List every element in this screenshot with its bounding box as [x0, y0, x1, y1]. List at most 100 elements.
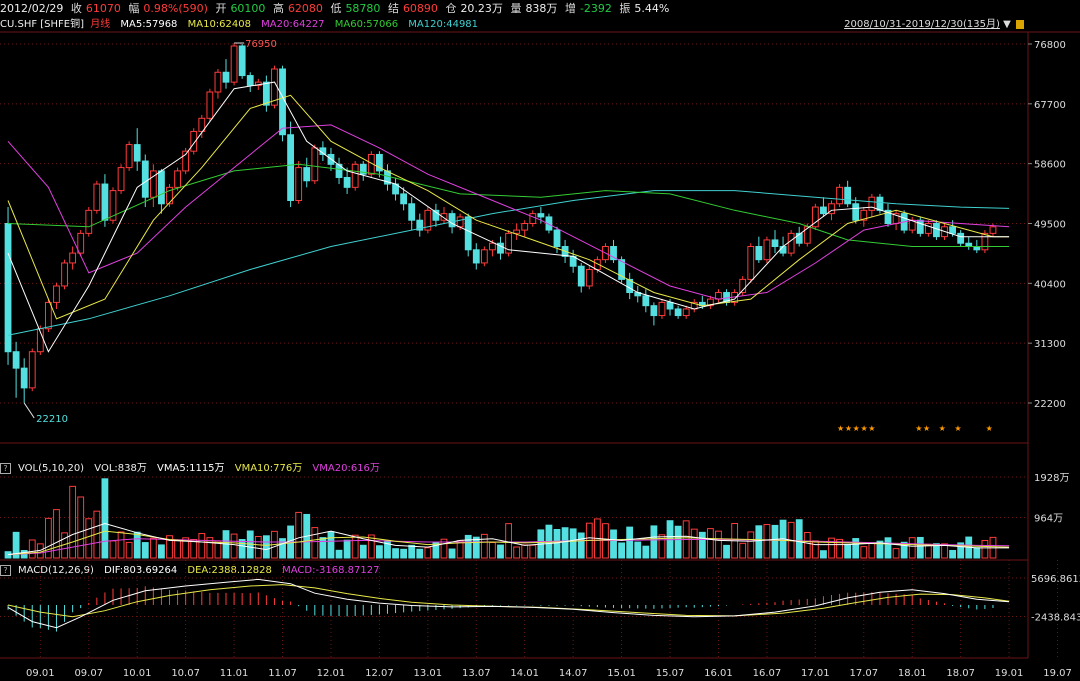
candle-body: [424, 209, 432, 231]
close-value: 61070: [85, 2, 121, 15]
candle-body: [480, 249, 488, 264]
volume-bar: [828, 537, 835, 559]
candle-body: [206, 91, 214, 119]
volume-bar: [375, 545, 383, 559]
volume-bar: [698, 531, 706, 559]
ma60-label: MA60:57066: [334, 19, 399, 30]
candle-body: [787, 232, 795, 254]
volume-legend: ? VOL(5,10,20) VOL:838万 VMA5:1115万 VMA10:…: [0, 461, 387, 476]
candle-body: [448, 213, 456, 228]
time-tick-label: 11.07: [268, 668, 297, 679]
candle-body: [303, 167, 311, 182]
open-value: 60100: [230, 2, 266, 15]
candle-body: [12, 351, 20, 369]
volume-bar: [706, 528, 714, 559]
candle-body: [190, 130, 198, 152]
volume-bar: [836, 538, 843, 559]
candle-body: [311, 147, 319, 182]
volume-bar: [416, 548, 424, 559]
high-value: 62080: [287, 2, 323, 15]
volume-bar: [279, 538, 286, 559]
candle-body: [618, 259, 626, 280]
volume-bar: [489, 542, 496, 559]
volume-bar: [908, 537, 916, 559]
volume-bar: [319, 537, 327, 559]
volume-bar: [763, 524, 771, 559]
candle-body: [844, 186, 852, 205]
volume-bar: [933, 543, 940, 559]
candle-body: [117, 167, 125, 192]
candle-body: [957, 232, 965, 244]
time-tick-label: 17.01: [801, 668, 830, 679]
time-tick-label: 09.01: [26, 668, 55, 679]
candle-body: [505, 232, 512, 254]
candle-body: [149, 170, 157, 198]
volume-bar: [400, 548, 408, 559]
oi-change-label: 增: [564, 2, 576, 15]
candle-body: [53, 285, 60, 303]
ma120-label: MA120:44981: [408, 19, 479, 30]
candle-body: [933, 223, 940, 238]
period-label[interactable]: 月线: [90, 19, 111, 30]
dif-line: [7, 578, 1010, 629]
volume-bar: [12, 531, 20, 559]
candle-body: [174, 170, 181, 188]
candle-body: [828, 203, 835, 215]
macd-series: [7, 578, 1010, 632]
volume-bar: [690, 528, 698, 559]
macd-value-label: MACD:-3168.87127: [282, 565, 380, 576]
dropdown-arrow-icon[interactable]: ▼: [1003, 19, 1011, 30]
time-tick-label: 17.07: [849, 668, 878, 679]
volume-bar: [916, 536, 924, 559]
volume-bar: [949, 549, 957, 559]
candle-body: [230, 45, 238, 83]
time-tick-label: 16.07: [753, 668, 782, 679]
volume-bar: [295, 511, 303, 559]
candle-body: [537, 213, 545, 218]
candle-body: [763, 239, 771, 261]
candle-body: [497, 242, 504, 254]
oi-change-value: -2392: [579, 2, 612, 15]
settle-value: 60890: [402, 2, 438, 15]
candle-body: [529, 213, 537, 224]
vol-current: VOL:838万: [94, 463, 147, 474]
time-tick-label: 19.01: [995, 668, 1024, 679]
volume-bar: [852, 538, 860, 559]
lock-icon[interactable]: [1016, 19, 1024, 29]
min-pointer: [23, 402, 35, 419]
candle-body: [868, 196, 876, 211]
candle-body: [545, 216, 553, 231]
volume-bar: [553, 529, 561, 559]
candle-body: [20, 367, 28, 389]
candle-body: [400, 193, 408, 205]
time-tick-label: 09.07: [74, 668, 103, 679]
volume-bar: [327, 531, 335, 559]
volume-bar: [149, 537, 157, 559]
candle-body: [214, 71, 222, 93]
vma5-label: VMA5:1115万: [157, 463, 225, 474]
candle-body: [279, 68, 286, 136]
volume-bar: [610, 529, 617, 559]
candle-body: [432, 209, 440, 221]
date-range-selector[interactable]: 2008/10/31-2019/12/30(135月) ▼: [844, 17, 1024, 32]
price-tick-label: 76800: [1034, 40, 1066, 51]
help-icon[interactable]: ?: [0, 462, 11, 474]
candle-body: [109, 190, 117, 221]
candle-body: [610, 246, 617, 261]
time-tick-label: 15.07: [656, 668, 685, 679]
help-icon[interactable]: ?: [0, 564, 11, 576]
volume-bar: [53, 509, 60, 559]
volume-bar: [626, 526, 634, 559]
volume-bar: [117, 531, 125, 559]
change-value: 0.98%(590): [143, 2, 208, 15]
date-range-text[interactable]: 2008/10/31-2019/12/30(135月): [844, 19, 1000, 30]
candle-body: [85, 209, 93, 234]
candle-body: [166, 186, 173, 205]
candle-body: [408, 203, 416, 221]
time-tick-label: 16.01: [704, 668, 733, 679]
volume-bar: [85, 518, 93, 559]
volume-bar: [440, 538, 448, 559]
signal-star-icon: ★: [853, 424, 860, 433]
signal-star-icon: ★: [986, 424, 993, 433]
